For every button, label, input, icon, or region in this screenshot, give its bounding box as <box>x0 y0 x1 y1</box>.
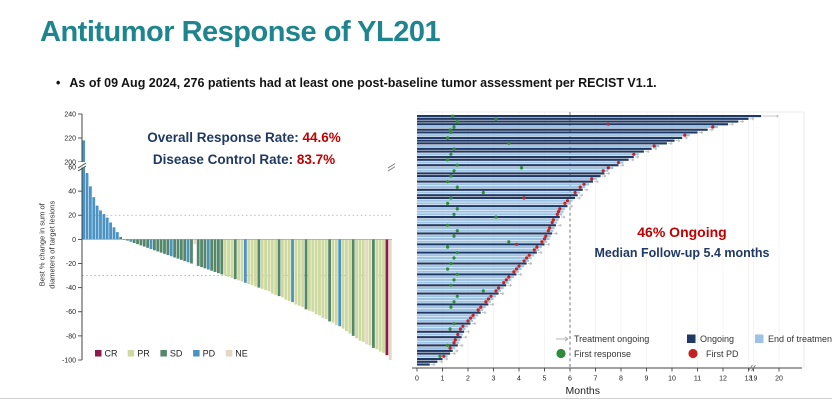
bullet-text: As of 09 Aug 2024, 276 patients had at l… <box>69 76 657 90</box>
svg-text:First PD: First PD <box>706 349 739 359</box>
swimmer-chart: 0 1 2 3 4 5 6 7 8 9 10 11 12 13 19 20 Months Treatment on… <box>406 110 832 405</box>
svg-text:-40: -40 <box>66 285 76 292</box>
svg-text:6: 6 <box>568 376 572 383</box>
svg-text:1: 1 <box>441 376 445 383</box>
svg-text:-20: -20 <box>66 261 76 268</box>
dcr-label: Disease Control Rate: <box>152 151 294 167</box>
orr-value: 44.6% <box>302 130 341 145</box>
svg-text:200: 200 <box>64 159 76 166</box>
svg-text:PD: PD <box>203 349 216 359</box>
svg-text:SD: SD <box>170 349 183 359</box>
svg-text:CR: CR <box>105 349 118 359</box>
svg-text:19: 19 <box>750 376 758 383</box>
waterfall-chart: Best % change in sum of diameters of tar… <box>37 110 395 373</box>
svg-text:240: 240 <box>64 111 76 118</box>
bullet-dot: • <box>56 76 61 90</box>
svg-text:60: 60 <box>68 164 76 171</box>
svg-text:2: 2 <box>466 376 470 383</box>
svg-text:-80: -80 <box>66 333 76 340</box>
svg-text:5: 5 <box>543 376 547 383</box>
svg-text:3: 3 <box>492 376 496 383</box>
orr-line: Overall Response Rate: 44.6% <box>99 127 389 149</box>
bullet-row: • As of 09 Aug 2024, 276 patients had at… <box>56 76 796 90</box>
svg-text:11: 11 <box>694 376 701 383</box>
response-stats: Overall Response Rate: 44.6% Disease Con… <box>99 127 389 170</box>
svg-text:12: 12 <box>719 376 727 383</box>
svg-text:0: 0 <box>415 376 419 383</box>
svg-text:First response: First response <box>574 349 631 359</box>
svg-text:20: 20 <box>68 213 76 220</box>
svg-text:0: 0 <box>72 237 76 244</box>
svg-text:Months: Months <box>566 385 600 397</box>
svg-text:4: 4 <box>517 376 521 383</box>
ongoing-percent-text: 46% Ongoing <box>637 224 727 240</box>
footer-divider <box>0 398 832 399</box>
svg-text:-100: -100 <box>62 357 76 364</box>
page-title: Antitumor Response of YL201 <box>40 16 441 48</box>
svg-text:Ongoing: Ongoing <box>700 334 734 344</box>
svg-text:PR: PR <box>137 349 150 359</box>
orr-label: Overall Response Rate: <box>147 130 299 145</box>
median-followup-text: Median Follow-up 5.4 months <box>594 245 770 260</box>
svg-text:8: 8 <box>619 376 623 383</box>
svg-text:220: 220 <box>64 135 76 142</box>
followup-annotation: 46% Ongoing Median Follow-up 5.4 months <box>594 222 770 263</box>
svg-text:7: 7 <box>594 376 598 383</box>
svg-text:-60: -60 <box>66 309 76 316</box>
svg-text:NE: NE <box>235 349 248 359</box>
dcr-value: 83.7% <box>296 151 336 167</box>
svg-text:13: 13 <box>745 376 753 383</box>
svg-text:40: 40 <box>68 189 76 196</box>
svg-text:20: 20 <box>775 376 783 383</box>
svg-text:10: 10 <box>668 376 676 383</box>
svg-text:Treatment ongoing: Treatment ongoing <box>574 334 649 344</box>
dcr-line: Disease Control Rate: 83.7% <box>99 149 389 171</box>
svg-text:End of treatment: End of treatment <box>768 334 832 344</box>
svg-text:9: 9 <box>645 376 649 383</box>
